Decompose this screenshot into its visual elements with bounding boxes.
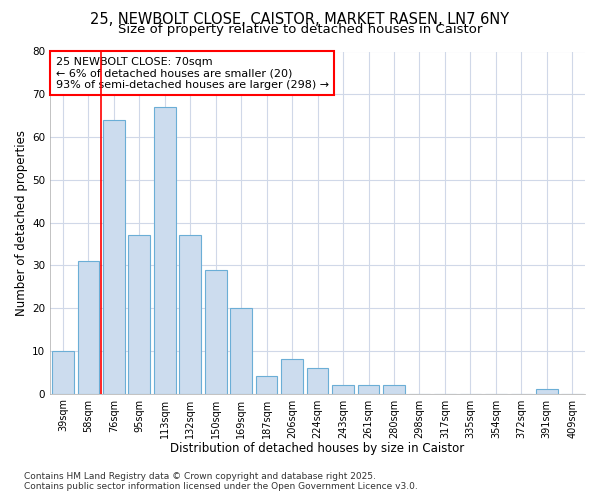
Y-axis label: Number of detached properties: Number of detached properties — [15, 130, 28, 316]
Text: Contains HM Land Registry data © Crown copyright and database right 2025.
Contai: Contains HM Land Registry data © Crown c… — [24, 472, 418, 491]
X-axis label: Distribution of detached houses by size in Caistor: Distribution of detached houses by size … — [170, 442, 465, 455]
Text: 25 NEWBOLT CLOSE: 70sqm
← 6% of detached houses are smaller (20)
93% of semi-det: 25 NEWBOLT CLOSE: 70sqm ← 6% of detached… — [56, 56, 329, 90]
Bar — [77, 261, 99, 394]
Bar — [281, 360, 303, 394]
Bar — [230, 308, 252, 394]
Bar — [307, 368, 328, 394]
Bar — [128, 236, 150, 394]
Bar — [154, 107, 176, 394]
Text: 25, NEWBOLT CLOSE, CAISTOR, MARKET RASEN, LN7 6NY: 25, NEWBOLT CLOSE, CAISTOR, MARKET RASEN… — [91, 12, 509, 28]
Bar — [103, 120, 125, 394]
Bar — [179, 236, 201, 394]
Bar — [358, 385, 379, 394]
Bar — [256, 376, 277, 394]
Bar — [332, 385, 354, 394]
Bar — [536, 390, 557, 394]
Bar — [383, 385, 405, 394]
Bar — [52, 351, 74, 394]
Bar — [205, 270, 227, 394]
Text: Size of property relative to detached houses in Caistor: Size of property relative to detached ho… — [118, 24, 482, 36]
